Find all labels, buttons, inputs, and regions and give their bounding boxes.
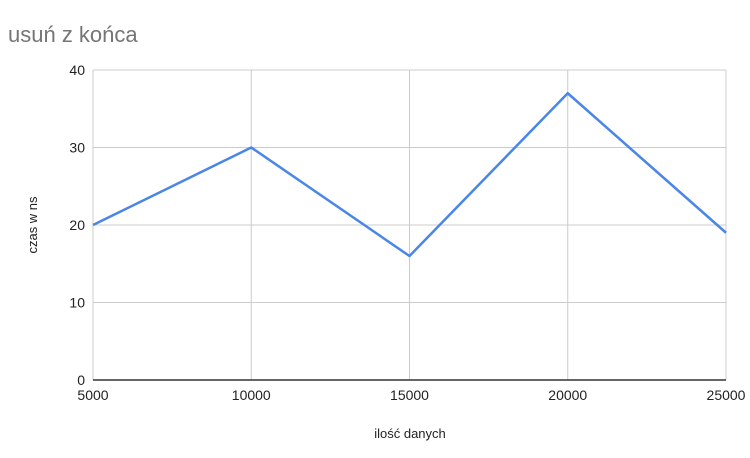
y-tick-label: 30 xyxy=(69,140,85,156)
y-tick-label: 40 xyxy=(69,62,85,78)
series-group xyxy=(92,92,727,258)
y-tick-label: 20 xyxy=(69,217,85,233)
tick-labels: 0 10 20 30 40 5000 10000 15000 20000 25000 xyxy=(69,62,745,403)
y-tick-label: 10 xyxy=(69,295,85,311)
x-axis-label: ilość danych xyxy=(374,426,446,441)
gridlines xyxy=(92,69,727,381)
x-tick-label: 10000 xyxy=(232,387,271,403)
y-tick-label: 0 xyxy=(77,372,85,388)
x-tick-label: 25000 xyxy=(707,387,746,403)
x-tick-label: 5000 xyxy=(77,387,108,403)
chart-title: usuń z końca xyxy=(8,22,138,47)
x-tick-label: 15000 xyxy=(390,387,429,403)
x-tick-label: 20000 xyxy=(548,387,587,403)
y-axis-label: czas w ns xyxy=(25,196,40,254)
